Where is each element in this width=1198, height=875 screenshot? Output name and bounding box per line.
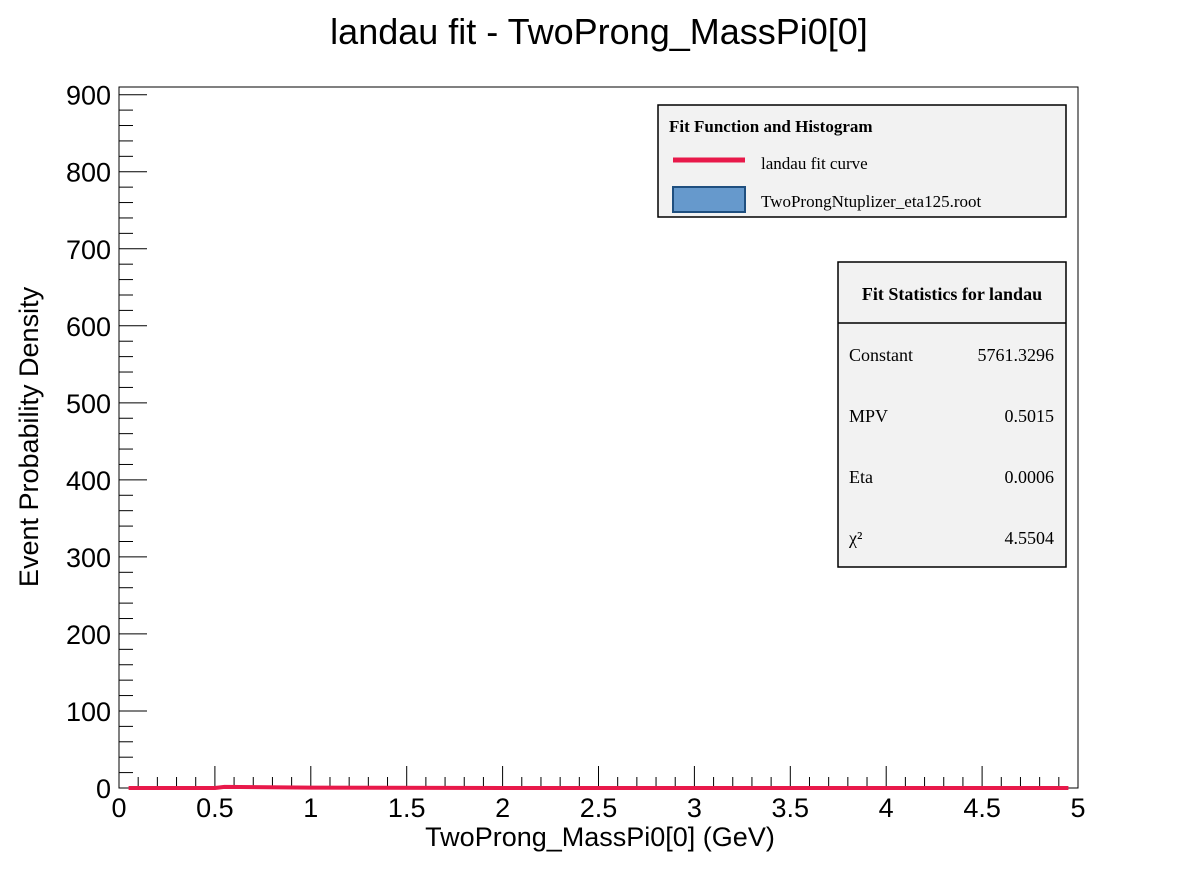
stats-row-name: χ² xyxy=(848,528,862,548)
x-tick-label: 4.5 xyxy=(963,793,1001,823)
y-axis-label: Event Probability Density xyxy=(14,286,44,587)
stats-row-value: 4.5504 xyxy=(1005,528,1055,548)
x-axis-label: TwoProng_MassPi0[0] (GeV) xyxy=(425,822,775,852)
y-tick-label: 200 xyxy=(66,620,111,650)
x-tick-label: 1 xyxy=(303,793,318,823)
legend-entry-fit-curve: landau fit curve xyxy=(761,154,868,173)
x-tick-label: 0.5 xyxy=(196,793,234,823)
chart-title: landau fit - TwoProng_MassPi0[0] xyxy=(330,11,868,52)
y-tick-label: 400 xyxy=(66,466,111,496)
y-tick-label: 900 xyxy=(66,81,111,111)
stats-row-name: MPV xyxy=(849,406,888,426)
y-axis: 0 100 200 300 400 500 600 700 800 900 xyxy=(66,81,147,804)
y-tick-label: 100 xyxy=(66,697,111,727)
x-tick-label: 2 xyxy=(495,793,510,823)
x-tick-label: 2.5 xyxy=(580,793,618,823)
y-tick-label: 300 xyxy=(66,543,111,573)
x-tick-label: 5 xyxy=(1070,793,1085,823)
x-axis: 0 0.5 1 1.5 2 2.5 3 3.5 4 4.5 5 xyxy=(111,766,1086,823)
stats-row-value: 5761.3296 xyxy=(978,345,1055,365)
fit-curve-line xyxy=(128,784,1069,790)
stats-row-name: Constant xyxy=(849,345,913,365)
stats-box-title: Fit Statistics for landau xyxy=(862,284,1042,304)
legend-title: Fit Function and Histogram xyxy=(669,117,873,136)
legend-box-swatch xyxy=(672,186,746,213)
stats-box: Fit Statistics for landau Constant 5761.… xyxy=(837,261,1067,568)
stats-row-name: Eta xyxy=(849,467,873,487)
x-tick-label: 3 xyxy=(687,793,702,823)
y-tick-label: 700 xyxy=(66,235,111,265)
stats-box-frame xyxy=(837,261,1067,568)
x-tick-label: 1.5 xyxy=(388,793,426,823)
x-tick-label: 4 xyxy=(879,793,894,823)
series-layer xyxy=(128,784,1069,790)
y-tick-label: 0 xyxy=(96,774,111,804)
legend: Fit Function and Histogram landau fit cu… xyxy=(657,104,1067,218)
stats-row-value: 0.5015 xyxy=(1005,406,1055,426)
stats-row-value: 0.0006 xyxy=(1005,467,1055,487)
y-tick-label: 600 xyxy=(66,312,111,342)
y-tick-label: 500 xyxy=(66,389,111,419)
y-tick-label: 800 xyxy=(66,158,111,188)
legend-entry-histogram: TwoProngNtuplizer_eta125.root xyxy=(761,192,982,211)
x-tick-label: 3.5 xyxy=(772,793,810,823)
x-tick-label: 0 xyxy=(111,793,126,823)
